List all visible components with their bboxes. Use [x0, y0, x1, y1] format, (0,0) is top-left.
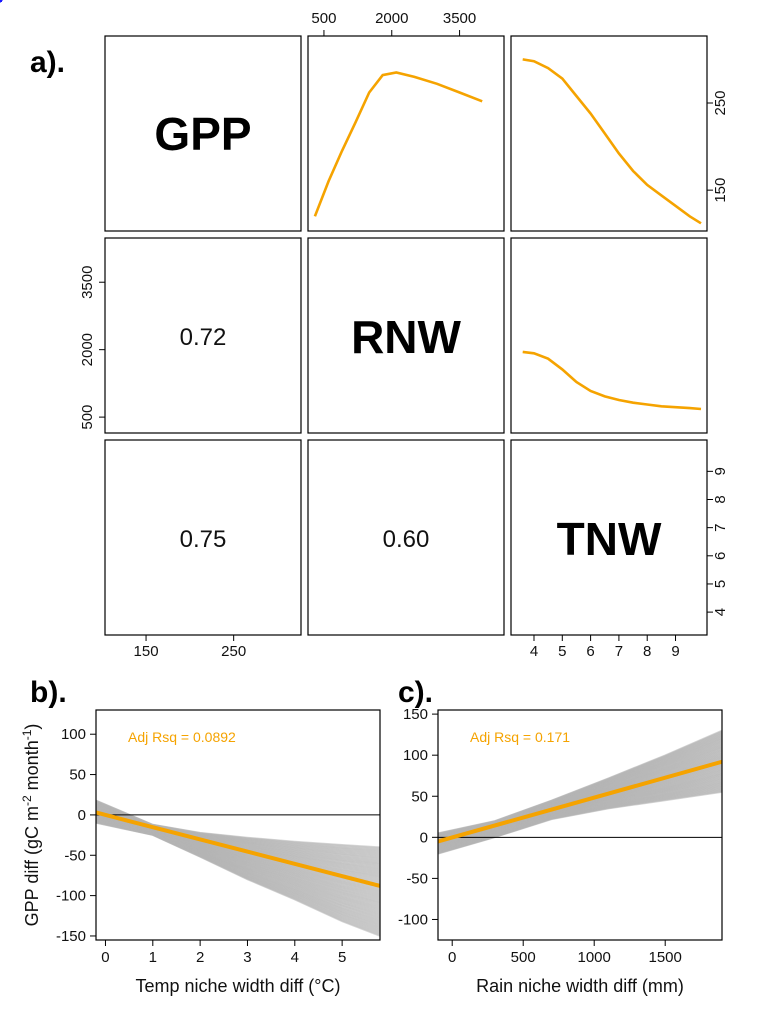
- tick-label: 500: [79, 405, 96, 430]
- panel-c-fit-line: [437, 759, 723, 844]
- tick-label: 0: [78, 807, 86, 824]
- tick-label: 500: [511, 949, 536, 966]
- tick-label: 100: [403, 747, 428, 764]
- pairs-cell-rnw-vs-tnw: [510, 237, 708, 434]
- tick-label: 9: [712, 467, 729, 475]
- panel-b-fit-line: [95, 810, 381, 888]
- panel-b-y-axis: 100 50 0 -50 -100 -150: [56, 726, 96, 945]
- axis-right-tnw: 4 5 6 7 8 9: [707, 467, 729, 616]
- smooth-line-gpp-vs-tnw: [522, 58, 702, 225]
- tick-label: 4: [291, 949, 299, 966]
- pairs-cell-gpp-diagonal: [104, 35, 302, 232]
- pairs-cell-gpp-vs-rnw: [307, 35, 505, 232]
- tick-label: -50: [64, 847, 86, 864]
- tick-label: 9: [671, 643, 679, 660]
- axis-bottom-tnw: 4 5 6 7 8 9: [530, 635, 680, 660]
- correlation-rnw-tnw: 0.60: [383, 526, 430, 553]
- axis-top-rnw: 500 2000 3500: [311, 10, 476, 36]
- correlation-gpp-tnw: 0.75: [180, 526, 227, 553]
- pairs-cell-rnw-diagonal: [307, 237, 505, 434]
- tick-label: 250: [712, 90, 729, 115]
- tick-label: 5: [712, 580, 729, 588]
- tick-label: 150: [403, 706, 428, 723]
- panel-c-x-axis-title: Rain niche width diff (mm): [476, 976, 684, 996]
- panel-b-frame: [95, 709, 381, 941]
- tick-label: 5: [338, 949, 346, 966]
- panel-c-bootstrap-band: [437, 729, 723, 855]
- axis-right-gpp: 150 250: [707, 90, 729, 203]
- tick-label: 2000: [79, 333, 96, 366]
- tick-label: -50: [406, 870, 428, 887]
- panel-c-x-axis: 0 500 1000 1500: [448, 940, 682, 966]
- panel-letter-c: c).: [398, 676, 433, 709]
- tick-label: 6: [586, 643, 594, 660]
- tick-label: 50: [69, 767, 86, 784]
- ylabel-part-main: GPP diff (gC m: [22, 806, 42, 926]
- diagonal-label-gpp: GPP: [154, 108, 251, 160]
- tick-label: 7: [712, 523, 729, 531]
- panel-b-x-axis-title: Temp niche width diff (°C): [136, 976, 341, 996]
- tick-label: 0: [420, 829, 428, 846]
- tick-label: 5: [558, 643, 566, 660]
- tick-label: 4: [530, 643, 538, 660]
- tick-label: 2000: [375, 10, 408, 27]
- diagonal-label-rnw: RNW: [351, 311, 461, 363]
- tick-label: 3: [243, 949, 251, 966]
- tick-label: 2: [196, 949, 204, 966]
- smooth-line-gpp-vs-rnw: [313, 71, 483, 217]
- ylabel-part-end: ): [22, 724, 42, 730]
- panel-c-adj-rsq: Adj Rsq = 0.171: [470, 729, 570, 745]
- tick-label: 500: [311, 10, 336, 27]
- panel-c-frame: [437, 709, 723, 941]
- tick-label: -100: [56, 888, 86, 905]
- smooth-line-rnw-vs-tnw: [522, 350, 702, 411]
- tick-label: 6: [712, 552, 729, 560]
- pairs-cell-tnw-gpp-correlation: [104, 439, 302, 636]
- tick-label: -100: [398, 911, 428, 928]
- tick-label: 150: [712, 178, 729, 203]
- pairs-cell-tnw-diagonal: [510, 439, 708, 636]
- tick-label: 3500: [443, 10, 476, 27]
- panel-c-y-axis: 150 100 50 0 -50 -100: [398, 706, 438, 928]
- tick-label: 4: [712, 608, 729, 616]
- tick-label: 8: [643, 643, 651, 660]
- pairs-plot: GPP RNW TNW 0.72 0.75 0.60 500 2000 3500 1…: [0, 0, 729, 660]
- pairs-cell-tnw-rnw-correlation: [307, 439, 505, 636]
- diagonal-label-tnw: TNW: [557, 513, 662, 565]
- tick-label: 250: [221, 643, 246, 660]
- tick-label: 8: [712, 495, 729, 503]
- panel-b-bootstrap-band: [95, 799, 381, 937]
- panel-b-adj-rsq: Adj Rsq = 0.0892: [128, 729, 236, 745]
- axis-left-rnw: 500 2000 3500: [79, 266, 105, 430]
- bootstrap-line: [437, 729, 723, 834]
- tick-label: 0: [101, 949, 109, 966]
- scatter-points-rnw-vs-tnw: [0, 0, 3, 3]
- panel-b-y-axis-title: GPP diff (gC m-2 month-1): [20, 724, 42, 927]
- tick-label: 50: [411, 788, 428, 805]
- ylabel-part-sup2: -1: [20, 729, 34, 740]
- ylabel-part-sup1: -2: [20, 795, 34, 806]
- tick-label: 1500: [649, 949, 682, 966]
- ylabel-part-mid: month: [22, 740, 42, 795]
- tick-label: 1000: [578, 949, 611, 966]
- tick-label: -150: [56, 928, 86, 945]
- tick-label: 1: [149, 949, 157, 966]
- tick-label: 150: [134, 643, 159, 660]
- correlation-gpp-rnw: 0.72: [180, 324, 227, 351]
- tick-label: 100: [61, 726, 86, 743]
- panel-b-regression: 0 1 2 3 4 5 100 50 0 -50 -100 -150 Adj Rsq = 0.089…: [20, 709, 381, 996]
- tick-label: 7: [615, 643, 623, 660]
- bootstrap-line: [95, 799, 381, 848]
- panel-letter-a: a).: [30, 46, 65, 79]
- scatter-point: [0, 0, 3, 3]
- pairs-cell-rnw-gpp-correlation: [104, 237, 302, 434]
- tick-label: 0: [448, 949, 456, 966]
- axis-bottom-gpp: 150 250: [134, 635, 246, 660]
- panel-b-x-axis: 0 1 2 3 4 5: [101, 940, 346, 966]
- panel-letter-b: b).: [30, 676, 67, 709]
- tick-label: 3500: [79, 266, 96, 299]
- pairs-cell-gpp-vs-tnw: [510, 35, 708, 232]
